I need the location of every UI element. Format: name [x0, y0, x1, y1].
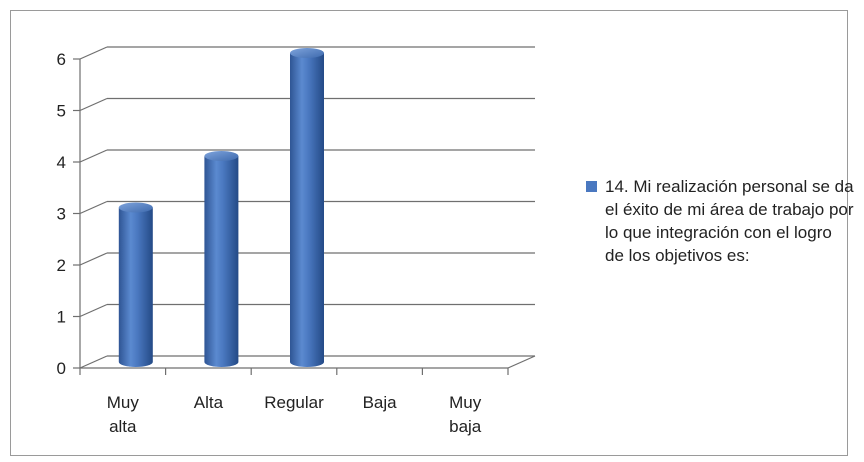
- gridline-depth: [79, 97, 108, 112]
- x-tick-label: baja: [449, 417, 482, 436]
- x-tick-label: Muy: [107, 393, 140, 412]
- tick-labels: 0 1 2 3 4 5 6 Muy alta Alta Regular Baja Muy baja: [57, 50, 482, 436]
- y-tick-label: 2: [57, 256, 66, 275]
- axes: [73, 58, 536, 375]
- legend-label: 14. Mi realización personal se da el éxi…: [605, 177, 854, 265]
- bar: [118, 202, 153, 367]
- y-tick-label: 3: [57, 205, 66, 224]
- y-tick-label: 5: [57, 102, 66, 121]
- gridline-depth: [79, 200, 108, 215]
- x-tick-label: alta: [109, 417, 137, 436]
- x-tick-label: Alta: [194, 393, 224, 412]
- y-tick-label: 6: [57, 50, 66, 69]
- gridline-depth: [79, 149, 108, 163]
- floor-edge: [507, 355, 536, 369]
- y-tick-label: 4: [57, 153, 66, 172]
- y-tick-label: 1: [57, 308, 66, 327]
- gridline-depth: [79, 303, 108, 318]
- x-tick-label: Baja: [363, 393, 398, 412]
- bars: [118, 48, 324, 367]
- bar-cap: [204, 151, 239, 161]
- gridline-depth: [79, 46, 108, 60]
- bar: [290, 48, 324, 367]
- x-tick-label: Regular: [264, 393, 324, 412]
- legend-swatch: [586, 181, 597, 192]
- bar-body: [204, 156, 239, 367]
- gridline-depth: [79, 252, 108, 266]
- bar-cap: [118, 202, 153, 213]
- y-tick-label: 0: [57, 359, 66, 378]
- x-tick-label: Muy: [449, 393, 482, 412]
- bar: [204, 151, 239, 367]
- bar-cap: [290, 48, 324, 58]
- bar-body: [290, 53, 324, 367]
- bar-body: [118, 207, 153, 367]
- gridline-depth: [79, 355, 108, 369]
